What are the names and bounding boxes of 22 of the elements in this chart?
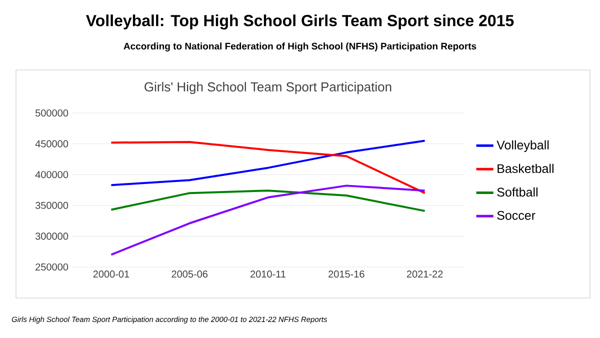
- y-tick-label: 400000: [35, 171, 68, 178]
- legend-label: Soccer: [497, 210, 536, 220]
- chart-title: Volleyball: Top High School Girls Team Sport since 2015: [86, 14, 514, 30]
- text: Girls' High School Team Sport Participation: [144, 82, 392, 94]
- chart-subtitle: According to National Federation of High School (NFHS) Participation Reports: [124, 42, 476, 52]
- y-tick-label: 250000: [36, 263, 68, 271]
- line-series: [110, 140, 426, 194]
- x-tick-label: 2021-22: [406, 270, 443, 278]
- x-tick-label: 2005-06: [172, 270, 208, 278]
- y-tick-label: 350000: [35, 202, 68, 209]
- y-tick-label: 500000: [36, 109, 68, 117]
- y-tick-label: 450000: [35, 140, 68, 148]
- y-tick-label: 300000: [35, 232, 68, 240]
- line-series: [110, 190, 426, 212]
- legend-label: Softball: [497, 187, 538, 197]
- line-series: [110, 140, 426, 186]
- x-tick-label: 2010-11: [250, 270, 286, 278]
- line-series: [110, 184, 426, 256]
- x-tick-label: 2015-16: [328, 270, 364, 278]
- legend-label: Volleyball: [496, 140, 549, 152]
- legend-label: Basketball: [498, 164, 554, 174]
- x-tick-label: 2000-01: [93, 270, 130, 278]
